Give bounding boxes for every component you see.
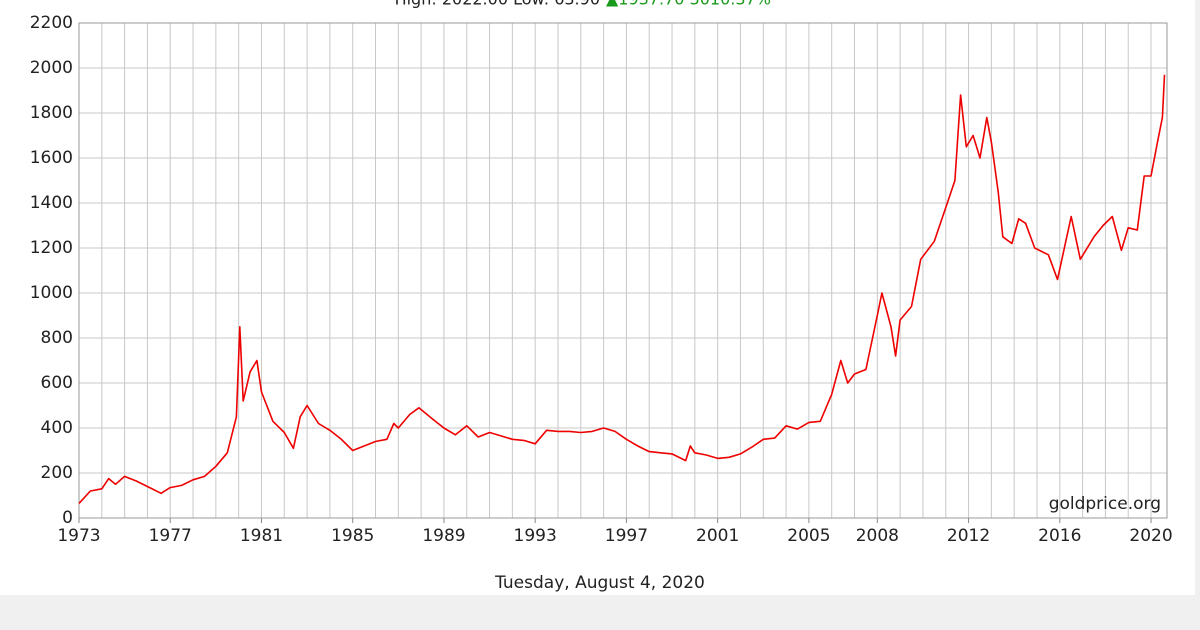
- y-tick-label: 600: [41, 373, 73, 393]
- y-tick-label: 1000: [30, 283, 73, 303]
- x-tick-label: 1977: [149, 526, 192, 546]
- price-line: [78, 74, 1166, 504]
- card: [0, 0, 1195, 595]
- x-tick-label: 1989: [422, 526, 465, 546]
- x-tick-label: 2005: [787, 526, 830, 546]
- y-tick-label: 2000: [30, 58, 73, 78]
- y-tick-label: 1600: [30, 148, 73, 168]
- chart-title: High: 2022.00 Low: 63.90: [395, 0, 600, 9]
- y-tick-label: 200: [41, 463, 73, 483]
- y-tick-label: 0: [62, 508, 73, 528]
- x-tick-label: 2016: [1038, 526, 1081, 546]
- x-tick-label: 2001: [696, 526, 739, 546]
- x-tick-label: 2012: [947, 526, 990, 546]
- plot-frame: [78, 22, 1168, 519]
- x-tick-label: 2020: [1129, 526, 1172, 546]
- x-tick-label: 1973: [57, 526, 100, 546]
- y-tick-label: 1400: [30, 193, 73, 213]
- x-tick-label: 1997: [605, 526, 648, 546]
- date: Tuesday, August 4, 2020: [494, 573, 705, 593]
- change: ▲1937.70 3010.37%: [606, 0, 771, 9]
- watermark: goldprice.org: [1049, 494, 1161, 514]
- y-tick-label: 2200: [30, 13, 73, 33]
- y-tick-label: 400: [41, 418, 73, 438]
- x-tick-label: 1993: [514, 526, 557, 546]
- y-tick-label: 800: [41, 328, 73, 348]
- x-tick-label: 1985: [331, 526, 374, 546]
- y-tick-label: 1200: [30, 238, 73, 258]
- x-tick-label: 1981: [240, 526, 283, 546]
- y-tick-label: 1800: [30, 103, 73, 123]
- x-tick-label: 2008: [856, 526, 899, 546]
